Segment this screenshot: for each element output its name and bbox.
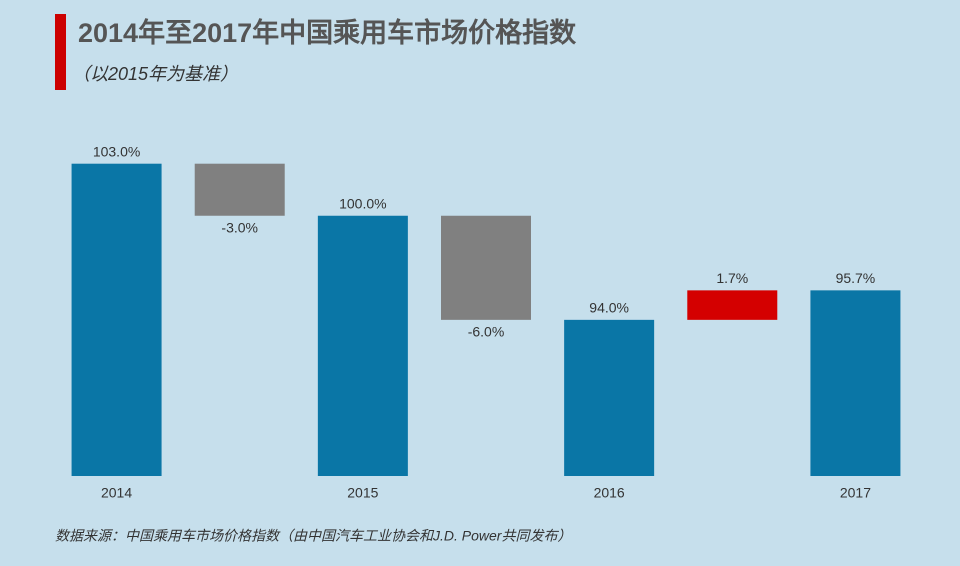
x-tick-label: 2016 (594, 485, 625, 501)
source-note: 数据来源：中国乘用车市场价格指数（由中国汽车工业协会和J.D. Power共同发… (55, 528, 571, 544)
value-label: 100.0% (339, 195, 386, 211)
title-accent (55, 14, 66, 90)
bar (564, 319, 655, 476)
x-tick-label: 2014 (101, 485, 132, 501)
value-label: 95.7% (836, 270, 876, 286)
value-label: -6.0% (468, 324, 505, 340)
bar (687, 290, 778, 320)
bar (317, 215, 408, 476)
bar (194, 163, 285, 216)
x-tick-label: 2017 (840, 485, 871, 501)
chart-title: 2014年至2017年中国乘用车市场价格指数 (78, 17, 577, 48)
bar (810, 290, 901, 476)
value-label: -3.0% (221, 219, 258, 235)
bar (71, 163, 162, 476)
chart-subtitle: （以2015年为基准） (72, 64, 238, 84)
value-label: 103.0% (93, 143, 140, 159)
value-label: 94.0% (589, 300, 629, 316)
x-tick-label: 2015 (347, 485, 378, 501)
value-label: 1.7% (716, 270, 748, 286)
bar (441, 215, 531, 320)
